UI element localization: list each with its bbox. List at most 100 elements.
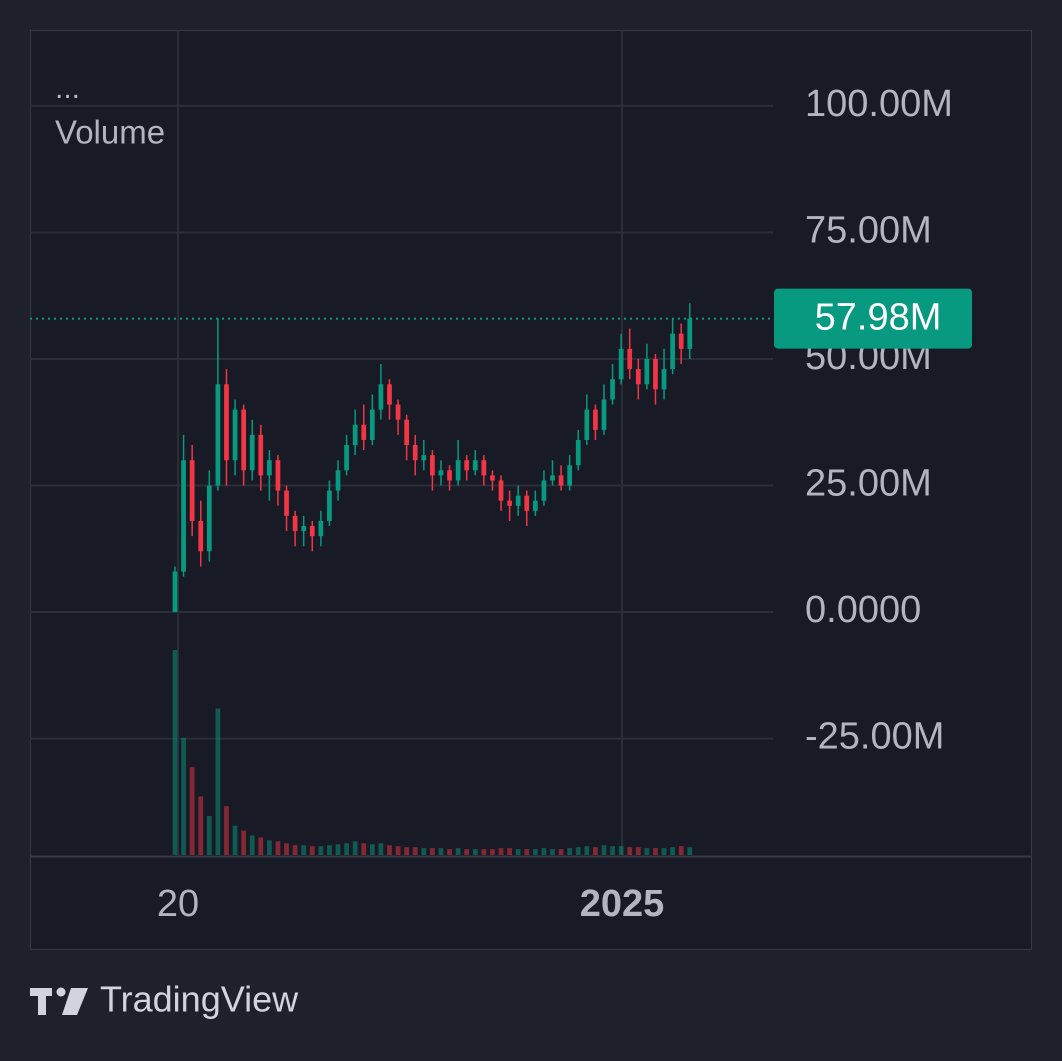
volume-bar: [610, 846, 615, 855]
candle-body: [472, 460, 478, 471]
volume-bar: [352, 841, 358, 855]
volume-bar: [490, 849, 495, 855]
volume-bar: [249, 835, 255, 855]
candle-body: [558, 475, 564, 486]
volume-bar: [567, 848, 573, 855]
candle-body: [404, 419, 410, 446]
candle-body: [447, 470, 452, 481]
candle-body: [678, 333, 684, 349]
candle-body: [515, 495, 521, 506]
volume-bar: [198, 796, 204, 855]
volume-bar: [515, 849, 521, 855]
volume-bar: [644, 848, 650, 855]
candle-body: [430, 455, 435, 476]
volume-bar: [670, 847, 675, 855]
candle-body: [232, 409, 238, 461]
y-tick-label: -25.00M: [805, 716, 944, 758]
volume-bar: [661, 848, 667, 855]
candle-body: [627, 348, 633, 370]
candle-body: [224, 384, 229, 461]
candle-body: [292, 515, 298, 532]
candle-body: [498, 480, 504, 501]
candle-body: [412, 445, 418, 461]
volume-bar: [172, 650, 178, 855]
candle-body: [507, 500, 512, 506]
candle-body: [550, 475, 555, 481]
volume-bar: [369, 844, 375, 855]
volume-bar: [327, 845, 332, 855]
candle-body: [464, 460, 470, 471]
candle-body: [653, 358, 658, 390]
candle-body: [352, 424, 358, 446]
volume-bar: [224, 806, 229, 855]
candle-body: [241, 409, 246, 471]
volume-bar: [618, 846, 624, 855]
candle-body: [198, 520, 204, 552]
volume-bar: [395, 846, 401, 855]
volume-bar: [438, 848, 444, 855]
volume-bar: [189, 767, 195, 855]
volume-bar: [181, 737, 186, 855]
volume-bar: [481, 849, 487, 855]
candle-body: [421, 455, 427, 461]
volume-bar: [232, 825, 238, 855]
volume-bar: [309, 846, 315, 855]
last-price-label: 57.98M: [815, 297, 942, 339]
indicator-label: Volume: [55, 114, 165, 151]
candle-body: [267, 460, 272, 476]
chart-frame: [30, 30, 1032, 950]
candle-body: [481, 460, 487, 476]
candle-body: [275, 460, 281, 491]
volume-bar: [361, 843, 367, 855]
candle-body: [670, 333, 675, 370]
volume-bar: [430, 848, 435, 855]
volume-bar: [653, 848, 658, 855]
candle-body: [181, 460, 186, 572]
candle-body: [567, 465, 573, 486]
candle-body: [438, 470, 444, 476]
candle-body: [532, 500, 538, 511]
candle-body: [661, 369, 667, 390]
volume-bar: [447, 849, 452, 855]
volume-bar: [258, 837, 264, 855]
candle-body: [206, 485, 212, 552]
candle-body: [687, 318, 693, 349]
volume-bar: [421, 848, 427, 855]
last-price-badge: [774, 288, 972, 349]
candle-body: [335, 470, 341, 491]
volume-bar: [215, 708, 221, 855]
legend-menu[interactable]: ...: [55, 72, 80, 105]
volume-bar: [206, 815, 212, 855]
volume-bar: [404, 847, 410, 855]
candle-body: [258, 434, 264, 476]
candle-body: [584, 409, 590, 440]
volume-bar: [541, 848, 547, 855]
candle-body: [344, 445, 349, 471]
volume-bar: [584, 846, 590, 855]
volume-bar: [412, 847, 418, 855]
candle-body: [361, 424, 367, 440]
candle-body: [524, 495, 530, 511]
candle-body: [455, 460, 461, 481]
brand-name: TradingView: [100, 979, 299, 1020]
candle-body: [618, 348, 624, 380]
volume-bar: [593, 847, 598, 855]
volume-bar: [301, 845, 307, 855]
y-tick-label: 25.00M: [805, 463, 932, 505]
y-tick-label: 100.00M: [805, 83, 953, 125]
candle-body: [575, 439, 581, 466]
volume-bar: [292, 845, 298, 855]
volume-bar: [687, 847, 693, 855]
volume-bar: [318, 846, 324, 855]
volume-bar: [601, 845, 607, 855]
x-tick-label: 20: [157, 883, 199, 925]
x-tick-label: 2025: [580, 883, 665, 925]
candle-body: [249, 434, 255, 471]
candle-body: [378, 384, 384, 410]
candle-body: [387, 384, 392, 405]
volume-bar: [335, 844, 341, 855]
candle-body: [172, 571, 178, 613]
volume-bar: [241, 830, 246, 855]
volume-bar: [455, 848, 461, 855]
